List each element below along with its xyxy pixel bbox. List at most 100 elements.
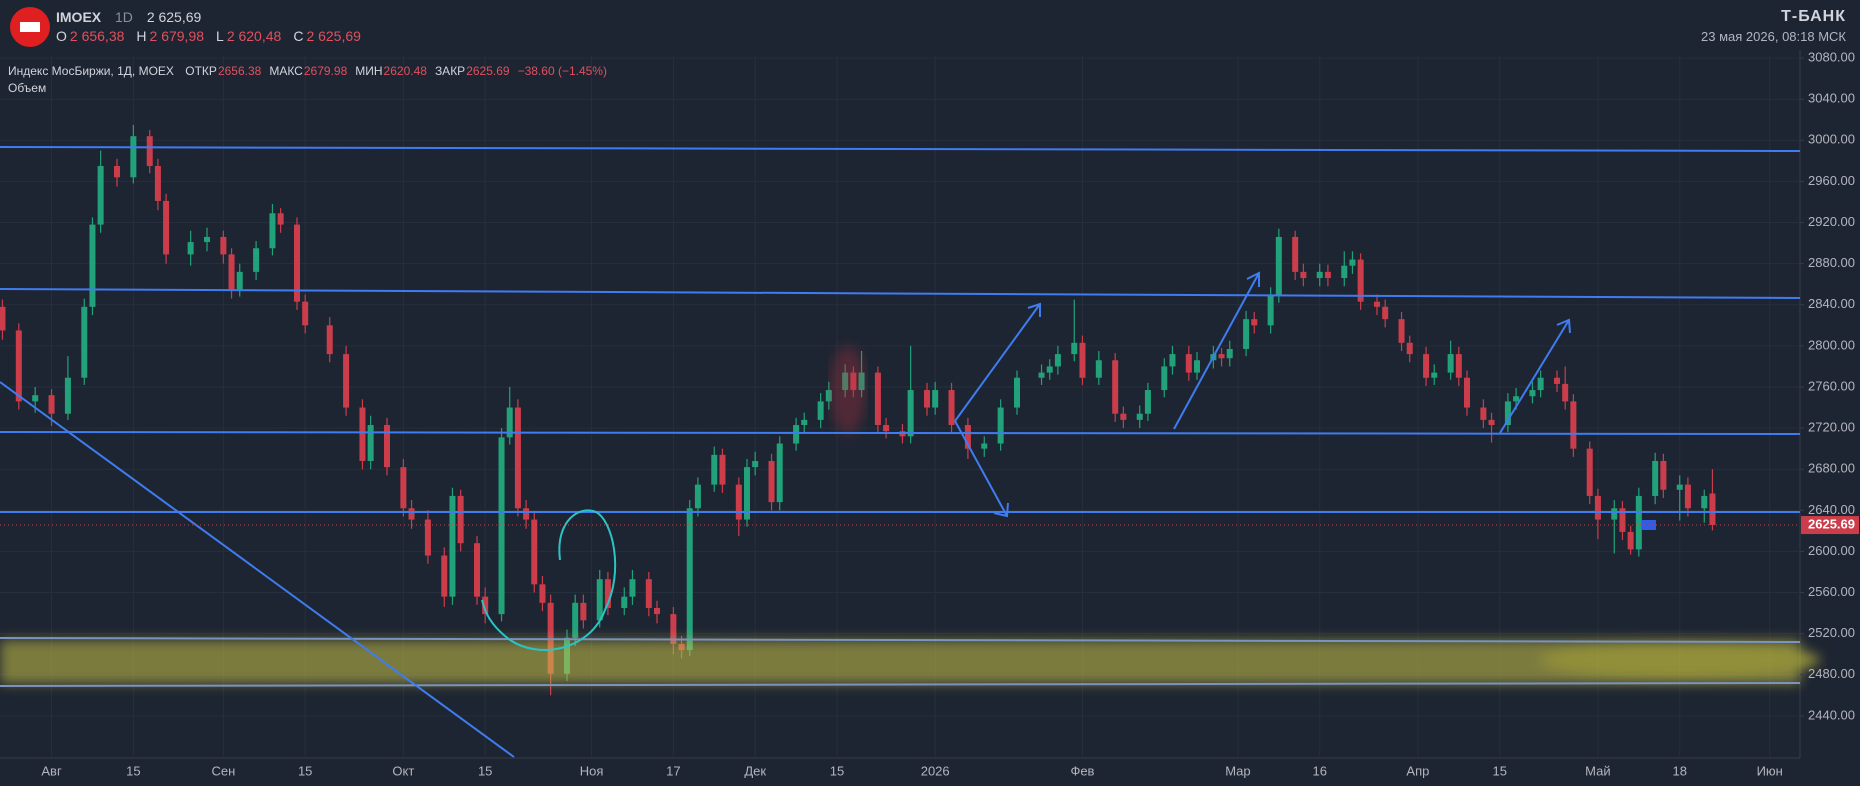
candle-body [1660,460,1667,490]
candle-body [1431,372,1438,378]
legend-value: 2679.98 [303,64,348,78]
candle-body [1218,354,1225,359]
candle-body [825,390,832,402]
candle-body [294,224,300,302]
candle-body [874,372,881,426]
candle-body [326,325,333,355]
x-tick-label: Май [1585,763,1610,778]
candle-body [907,390,914,437]
candle-body [1652,460,1659,496]
last-price-tag [1801,516,1859,535]
x-tick-label: Мар [1225,763,1250,778]
candle-body [1455,354,1462,378]
highlight-band [0,640,1800,684]
candle-body [408,508,415,520]
candle-body [474,543,480,597]
candle-body [1292,236,1299,272]
ohlc-label: C [293,28,304,44]
candles [0,124,1716,696]
candle-body [711,454,718,485]
y-tick-label: 3000.00 [1808,132,1855,147]
candle-body [457,495,464,544]
candle-body [228,254,235,290]
candle-body [1447,354,1454,373]
candle-body [220,236,227,255]
axes: 2440.00 2480.00 2520.00 2560.00 2600.00 2640.… [0,50,1859,778]
candle-body [1676,484,1683,490]
candle-body [482,596,489,615]
candle-body [424,519,431,556]
candle-body [498,437,505,615]
legend-label: МИН [355,64,383,78]
candle-body [596,579,603,621]
candle-body [1537,377,1544,391]
symbol: IMOEX [56,9,102,25]
candle-body [1562,383,1569,402]
candle-body [81,306,88,378]
candle-body [1349,259,1356,266]
arrow [1499,318,1571,434]
candle-body [359,407,366,461]
y-tick-label: 2720.00 [1808,420,1855,435]
y-tick-label: 2600.00 [1808,543,1855,558]
candle-body [1275,236,1282,296]
candle-body [1054,354,1061,367]
candle-body [1251,319,1258,326]
level-line [0,146,1801,152]
candle-body [1112,360,1119,414]
candle-body [572,602,579,638]
candle-body [621,596,628,608]
volume-label: Объем [8,81,47,95]
candle-body [1701,495,1708,509]
interval: 1D [115,9,133,25]
candle-body [253,248,260,272]
candle-body [1488,419,1495,426]
candle-body [269,213,276,249]
candle-body [154,166,161,201]
legend-label: МАКС [269,64,303,78]
candle-body [1586,448,1593,496]
highlight-blob [1540,642,1820,678]
candle-body [15,330,22,402]
arrow [1173,271,1260,430]
last-price-label: 2625.69 [1808,516,1855,531]
candle-body [0,306,6,331]
candle-body [400,467,407,509]
candle-body [146,136,153,167]
logo-mark [20,22,40,32]
x-tick-label: 17 [666,763,680,778]
candle-body [277,213,284,225]
y-tick-label: 2960.00 [1808,173,1855,188]
trend-line [0,381,515,758]
candle-body [1185,354,1192,373]
candle-body [1374,301,1380,307]
x-tick-label: Окт [392,763,414,778]
y-tick-label: 2480.00 [1808,666,1855,681]
candle-body [1267,295,1274,326]
y-tick-label: 2920.00 [1808,214,1855,229]
candle-body [531,519,538,585]
candle-body [645,579,652,608]
candle-body [187,242,194,255]
candle-body [163,200,170,255]
x-tick-label: 2026 [921,763,950,778]
candle-body [776,443,783,503]
candle-body [1079,342,1086,378]
y-tick-label: 2840.00 [1808,296,1855,311]
candle-body [752,460,759,468]
candle-body [89,224,96,307]
candle-body [1226,348,1233,359]
candle-body [883,425,890,432]
y-tick-label: 2800.00 [1808,337,1855,352]
candle-body [1594,495,1601,520]
candle-body [449,495,456,597]
x-tick-label: 15 [298,763,312,778]
ohlc-value: 2 656,38 [69,28,125,44]
candle-body [130,136,137,178]
candle-body [384,425,390,468]
symbol-row: IMOEX 1D 2 625,69 [56,9,201,25]
candle-body [1136,413,1143,420]
candle-body [1071,342,1078,355]
